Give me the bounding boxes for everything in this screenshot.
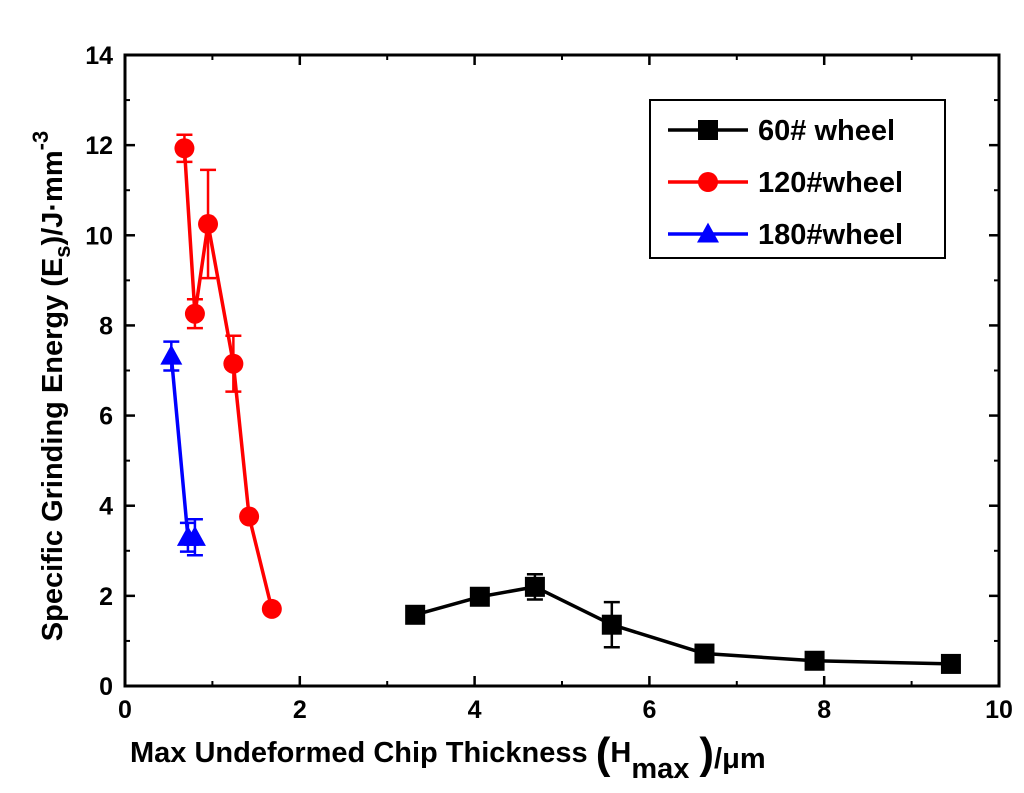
series-line bbox=[182, 148, 274, 610]
x-tick-label: 2 bbox=[293, 696, 307, 724]
x-axis-label-symbol: H bbox=[610, 737, 631, 769]
data-point bbox=[601, 614, 622, 635]
y-tick-label: 4 bbox=[99, 493, 113, 521]
data-point bbox=[160, 344, 183, 365]
y-axis-label-subscript: s bbox=[50, 245, 75, 257]
x-tick-label: 6 bbox=[642, 696, 656, 724]
y-tick-label: 8 bbox=[99, 312, 113, 340]
series-line bbox=[169, 355, 195, 540]
series-3 bbox=[160, 340, 206, 557]
data-point bbox=[804, 650, 825, 671]
series-2 bbox=[174, 133, 282, 619]
legend-marker bbox=[697, 222, 719, 243]
legend-marker bbox=[698, 172, 718, 192]
series-line bbox=[414, 585, 951, 666]
legend-label: 60# wheel bbox=[758, 115, 895, 147]
x-tick-label: 10 bbox=[985, 696, 1013, 724]
data-point bbox=[223, 353, 244, 374]
x-tick-label: 0 bbox=[118, 696, 132, 724]
legend-label: 120#wheel bbox=[758, 167, 903, 199]
x-axis-label-suffix: /μm bbox=[714, 743, 766, 775]
y-tick-label: 0 bbox=[99, 673, 113, 701]
y-tick-label: 12 bbox=[85, 132, 113, 160]
data-point bbox=[239, 506, 260, 527]
axes: 0 2 4 6 8 10 0 2 4 6 8 10 12 14 bbox=[85, 42, 1013, 724]
x-axis-label-open-paren: ( bbox=[596, 729, 611, 778]
x-axis-label-prefix: Max Undeformed Chip Thickness bbox=[130, 737, 596, 769]
y-axis-label-prefix: Specific Grinding Energy (E bbox=[37, 258, 69, 642]
data-point bbox=[524, 576, 545, 597]
legend-label: 180#wheel bbox=[758, 219, 903, 251]
y-axis-label-superscript: -3 bbox=[28, 131, 53, 151]
data-point bbox=[198, 214, 219, 235]
data-point bbox=[184, 303, 205, 324]
legend: 60# wheel 120#wheel 180#wheel bbox=[649, 99, 946, 259]
data-point bbox=[261, 598, 282, 619]
data-point bbox=[174, 138, 195, 159]
y-tick-label: 14 bbox=[85, 42, 113, 70]
data-point bbox=[183, 525, 206, 546]
data-point bbox=[940, 653, 961, 674]
y-axis-label: Specific Grinding Energy (Es)/J·mm-3 bbox=[28, 131, 75, 641]
x-tick-label: 8 bbox=[817, 696, 831, 724]
series-1 bbox=[405, 572, 961, 674]
x-axis-label: Max Undeformed Chip Thickness (Hmax)/μm bbox=[130, 729, 766, 785]
data-point bbox=[405, 604, 426, 625]
x-axis-label-close-paren: ) bbox=[699, 729, 714, 778]
data-point bbox=[694, 643, 715, 664]
x-tick-label: 4 bbox=[468, 696, 482, 724]
legend-marker bbox=[698, 120, 718, 140]
y-tick-label: 2 bbox=[99, 583, 113, 611]
y-tick-label: 10 bbox=[85, 222, 113, 250]
y-tick-label: 6 bbox=[99, 403, 113, 431]
data-point bbox=[469, 586, 490, 607]
x-axis-label-subscript: max bbox=[631, 753, 689, 785]
y-axis-label-middle: )/J·mm bbox=[37, 150, 69, 245]
plot-area bbox=[160, 133, 961, 674]
